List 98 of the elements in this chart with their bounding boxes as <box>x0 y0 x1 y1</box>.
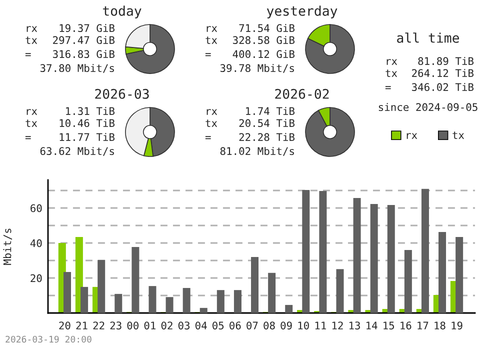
text: 81.89 TiB <box>418 56 474 66</box>
x-tick-label: 02 <box>161 322 172 330</box>
x-tick-label: 08 <box>264 322 275 330</box>
x-tick-label: 20 <box>59 322 70 330</box>
x-tick-label: 13 <box>349 322 360 330</box>
text: tx <box>26 120 38 127</box>
bar <box>336 269 344 313</box>
x-tick-label: 00 <box>127 322 138 330</box>
bar <box>182 288 190 313</box>
bar <box>166 297 174 313</box>
bar <box>404 250 412 313</box>
text: 346.02 TiB <box>412 82 474 92</box>
x-tick-label: 09 <box>280 322 292 330</box>
y-axis-title: Mbit/s <box>3 228 12 265</box>
donut-slice <box>305 24 355 74</box>
x-tick-label: 22 <box>93 322 104 330</box>
text: = <box>205 53 211 56</box>
bar <box>216 290 224 313</box>
text: 19.37 GiB <box>60 24 115 32</box>
x-tick-label: 10 <box>298 322 309 330</box>
bar <box>370 204 378 313</box>
x-tick-label: 23 <box>110 322 122 330</box>
text: rx <box>26 109 38 115</box>
x-tick-label: 05 <box>212 322 224 330</box>
bar <box>353 198 361 313</box>
text: tx <box>206 120 218 127</box>
chart-title: 2026-02 <box>275 88 329 99</box>
x-tick-label: 01 <box>144 322 156 330</box>
text: rx <box>386 59 398 65</box>
x-tick-label: 21 <box>76 322 88 330</box>
text: 11.77 TiB <box>60 132 115 141</box>
bar <box>80 286 88 313</box>
text: 1.31 TiB <box>66 106 115 116</box>
text: 71.54 GiB <box>239 24 295 32</box>
bar <box>319 191 327 313</box>
bar <box>200 308 208 313</box>
text: 264.12 TiB <box>412 68 474 78</box>
text: all time <box>397 32 459 43</box>
text: = <box>25 136 31 140</box>
x-tick-label: 16 <box>400 322 412 330</box>
text: 37.80 Mbit/s <box>40 64 114 73</box>
text: 20.54 TiB <box>239 118 295 128</box>
bar <box>268 272 276 313</box>
y-tick-label: 60 <box>30 204 42 212</box>
text: 81.02 Mbit/s <box>220 146 294 156</box>
text: = <box>385 86 391 90</box>
text: 63.62 Mbit/s <box>40 146 114 156</box>
bar <box>114 294 122 313</box>
text: 316.83 GiB <box>52 50 115 58</box>
text: rx <box>206 109 218 115</box>
chart-title: 2026-03 <box>95 88 149 99</box>
bar <box>421 188 429 313</box>
x-tick-label: 03 <box>178 322 190 330</box>
text: 22.28 TiB <box>239 132 295 142</box>
x-tick-label: 06 <box>230 322 241 330</box>
x-tick-label: 04 <box>195 322 207 330</box>
y-tick-label: 20 <box>30 274 42 282</box>
text: tx <box>26 36 38 44</box>
x-tick-label: 12 <box>332 322 343 330</box>
bar <box>387 205 395 313</box>
bar <box>302 190 310 313</box>
x-tick-label: 07 <box>246 322 258 330</box>
text: rx <box>206 26 218 32</box>
text: 297.47 GiB <box>53 36 115 44</box>
legend-label: tx <box>452 132 464 139</box>
text: 39.78 Mbit/s <box>220 64 294 73</box>
bar <box>64 272 72 313</box>
bar <box>148 286 156 313</box>
x-tick-label: 14 <box>366 322 378 330</box>
chart-title: today <box>102 6 142 18</box>
text: = <box>25 53 31 56</box>
text: 10.46 TiB <box>60 118 115 128</box>
chart-title: yesterday <box>266 6 338 18</box>
text: 1.74 TiB <box>246 106 295 115</box>
x-tick-label: 17 <box>418 322 428 330</box>
bar <box>98 260 106 313</box>
bar <box>438 232 446 313</box>
donut-slice <box>126 24 175 74</box>
donut-slice <box>305 107 355 157</box>
legend-label: rx <box>406 133 418 139</box>
text: tx <box>206 36 218 44</box>
bar <box>456 237 464 313</box>
x-tick-label: 18 <box>434 322 446 330</box>
bar <box>234 290 242 313</box>
text: = <box>205 136 211 140</box>
x-tick-label: 11 <box>315 322 326 330</box>
text: since 2024-09-05 <box>378 102 478 112</box>
text: 2026-03-19 20:00 <box>6 336 92 343</box>
text: rx <box>26 26 38 32</box>
x-tick-label: 15 <box>384 322 394 330</box>
text: 400.12 GiB <box>232 50 295 58</box>
bar <box>285 304 293 313</box>
x-tick-label: 19 <box>452 322 462 330</box>
bar <box>132 247 140 313</box>
bar <box>251 257 259 313</box>
text: 328.58 GiB <box>232 36 295 44</box>
y-tick-label: 40 <box>30 239 42 248</box>
text: tx <box>386 70 398 77</box>
